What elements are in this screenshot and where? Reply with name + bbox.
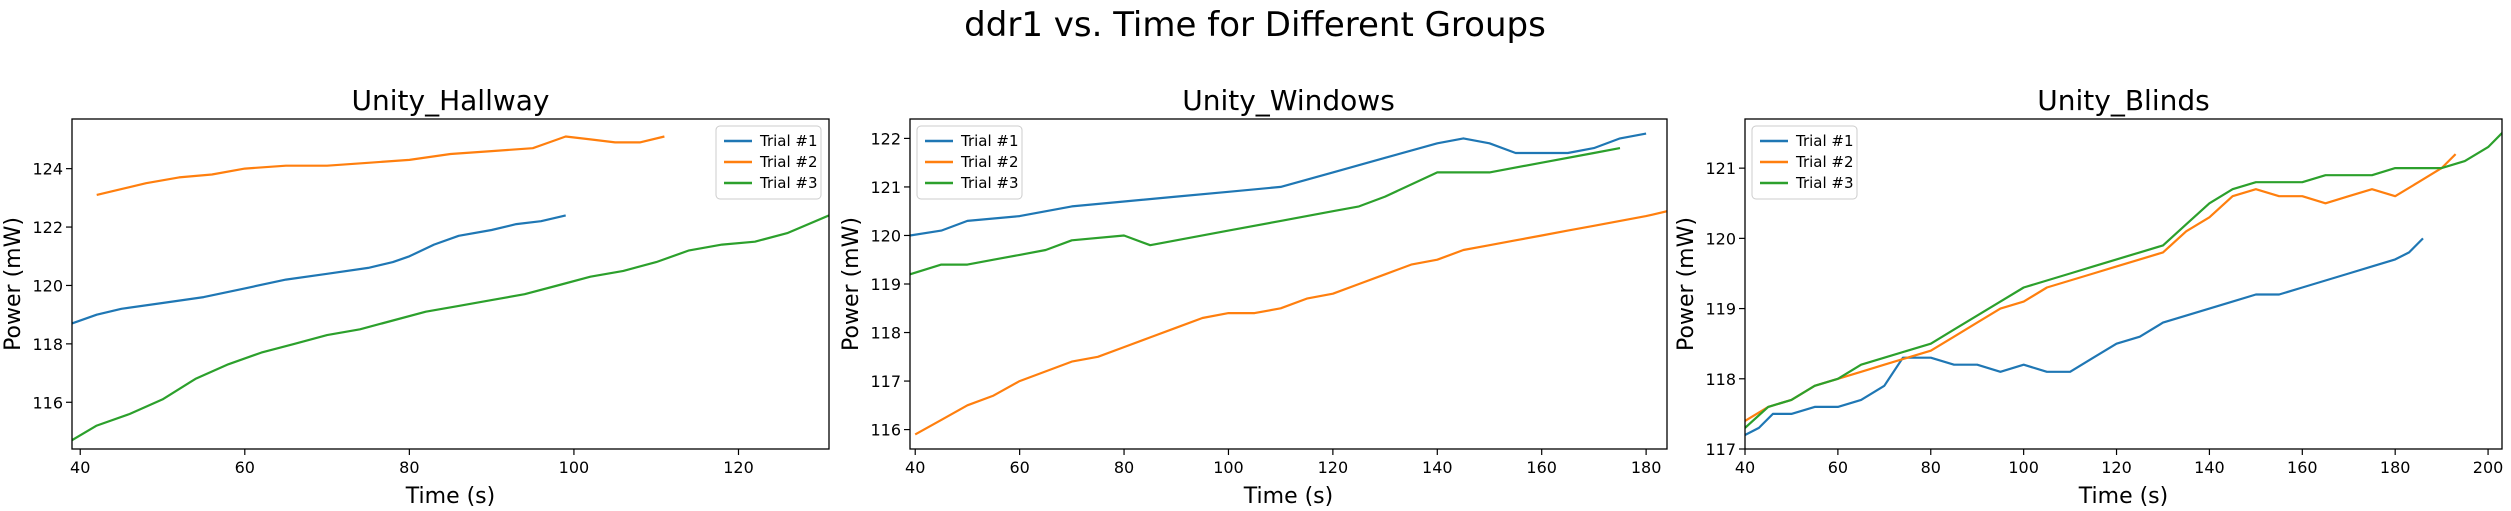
subplot-title: Unity_Windows	[1182, 84, 1395, 117]
series-line	[1745, 237, 2424, 436]
x-tick-label: 120	[2101, 458, 2132, 477]
series-line	[1745, 153, 2457, 422]
x-tick-label: 160	[2287, 458, 2318, 477]
x-tick-label: 100	[1213, 458, 1244, 477]
subplot-2: Unity_Windows 40 60 80 100 120 140 160 180 116 117…	[839, 84, 1668, 509]
legend-label: Trial #3	[1795, 174, 1854, 192]
x-tick-label: 100	[559, 458, 590, 477]
y-tick-label: 119	[870, 275, 901, 294]
legend-label: Trial #3	[759, 174, 818, 192]
x-tick-label: 200	[2473, 458, 2504, 477]
legend-label: Trial #2	[960, 153, 1019, 171]
y-tick-label: 117	[1705, 440, 1736, 459]
y-tick-label: 120	[32, 276, 63, 295]
x-tick-label: 140	[1422, 458, 1453, 477]
series-line	[910, 132, 1647, 237]
x-tick-label: 120	[1318, 458, 1349, 477]
y-tick-label: 119	[1705, 300, 1736, 319]
series-line	[914, 210, 1667, 436]
x-tick-label: 80	[1921, 458, 1941, 477]
x-tick-label: 120	[723, 458, 754, 477]
series-line	[72, 214, 566, 325]
x-tick-label: 180	[1631, 458, 1662, 477]
y-tick-label: 121	[870, 178, 901, 197]
series-line	[910, 147, 1621, 276]
legend-label: Trial #2	[759, 153, 818, 171]
y-axis-label: Power (mW)	[1, 217, 26, 351]
legend-box	[1751, 125, 1858, 200]
x-tick-label: 40	[905, 458, 925, 477]
x-axis-label: Time (s)	[2078, 484, 2168, 509]
series-line	[96, 135, 665, 196]
subplot-1: Unity_Hallway 40 60 80 100 120 116 118 120 122 124…	[1, 84, 830, 509]
x-tick-label: 100	[2008, 458, 2039, 477]
x-tick-label: 60	[1828, 458, 1848, 477]
legend-label: Trial #1	[1795, 132, 1854, 150]
legend: Trial #1 Trial #2 Trial #3	[1751, 125, 1858, 200]
x-axis-label: Time (s)	[405, 484, 495, 509]
legend-box	[715, 125, 822, 200]
y-axis-label: Power (mW)	[839, 217, 864, 351]
y-tick-label: 117	[870, 372, 901, 391]
x-tick-label: 80	[399, 458, 419, 477]
series-line	[72, 214, 829, 442]
y-tick-label: 124	[32, 160, 63, 179]
y-tick-label: 118	[32, 335, 63, 354]
figure-title: ddr1 vs. Time for Different Groups	[964, 5, 1546, 45]
legend-label: Trial #2	[1795, 153, 1854, 171]
y-tick-label: 122	[32, 218, 63, 237]
y-tick-label: 121	[1705, 159, 1736, 178]
legend: Trial #1 Trial #2 Trial #3	[916, 125, 1023, 200]
y-axis-label: Power (mW)	[1674, 217, 1699, 351]
y-tick-label: 118	[1705, 370, 1736, 389]
subplot-3: Unity_Blinds 40 60 80 100 120 140 160 180 200 117 1…	[1674, 84, 2503, 509]
axes-frame	[71, 118, 830, 450]
subplot-title: Unity_Hallway	[352, 84, 550, 117]
y-tick-label: 122	[870, 129, 901, 148]
y-tick-label: 120	[1705, 229, 1736, 248]
x-tick-label: 160	[1526, 458, 1557, 477]
legend-label: Trial #3	[960, 174, 1019, 192]
x-tick-label: 180	[2380, 458, 2411, 477]
y-tick-label: 120	[870, 226, 901, 245]
x-tick-label: 60	[235, 458, 255, 477]
x-tick-label: 80	[1114, 458, 1134, 477]
series-line	[1745, 132, 2502, 429]
series-lines	[72, 135, 829, 442]
y-tick-label: 116	[870, 421, 901, 440]
legend-label: Trial #1	[960, 132, 1019, 150]
x-axis-label: Time (s)	[1243, 484, 1333, 509]
legend-box	[916, 125, 1023, 200]
legend: Trial #1 Trial #2 Trial #3	[715, 125, 822, 200]
x-tick-label: 40	[70, 458, 90, 477]
series-lines	[910, 132, 1667, 436]
x-tick-label: 40	[1735, 458, 1755, 477]
series-lines	[1745, 132, 2502, 436]
x-tick-label: 60	[1009, 458, 1029, 477]
subplot-title: Unity_Blinds	[2037, 84, 2209, 117]
charts: Unity_Hallway 40 60 80 100 120 116 118 120 122 124…	[1, 84, 2503, 509]
axes-frame	[1744, 118, 2503, 450]
y-tick-label: 116	[32, 393, 63, 412]
y-tick-label: 118	[870, 324, 901, 343]
x-tick-label: 140	[2194, 458, 2225, 477]
legend-label: Trial #1	[759, 132, 818, 150]
